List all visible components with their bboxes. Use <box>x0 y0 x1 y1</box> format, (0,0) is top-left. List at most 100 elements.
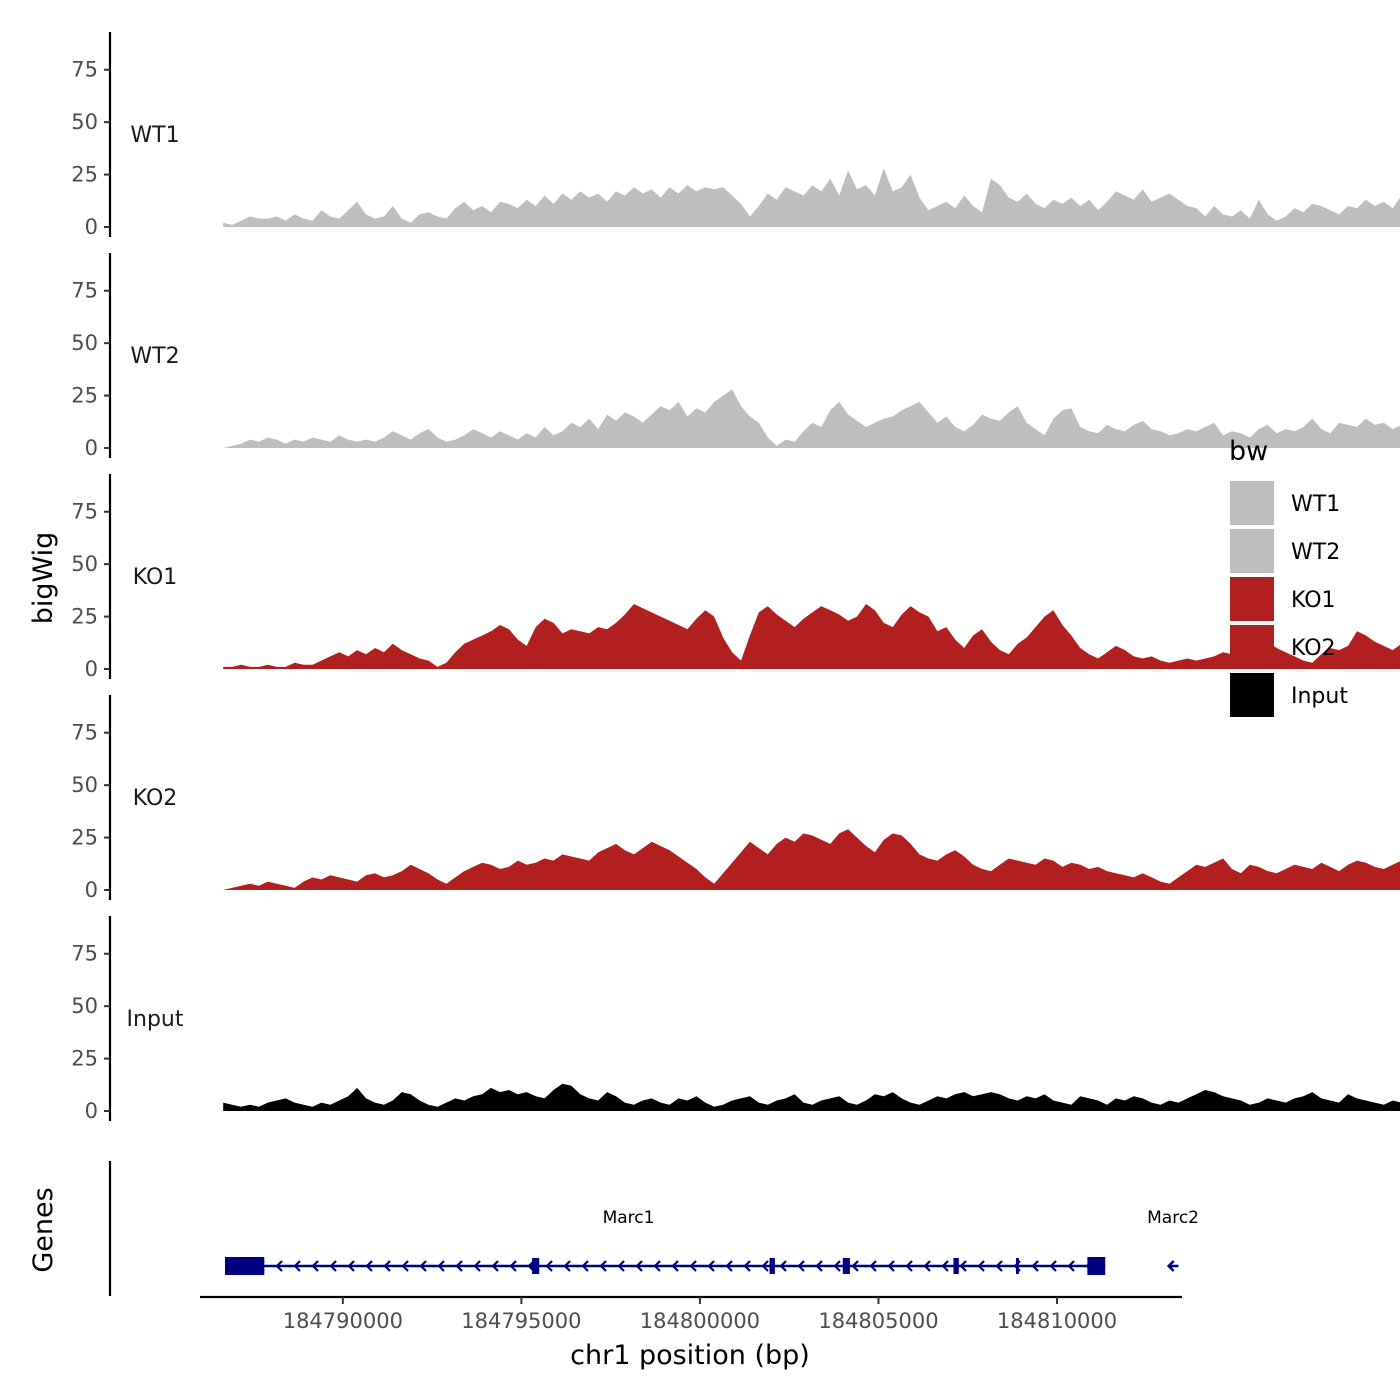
strand-arrow-icon <box>599 1260 607 1272</box>
y-tick-label: 0 <box>85 878 98 902</box>
y-tick-label: 75 <box>71 279 98 303</box>
strand-arrow-icon <box>563 1260 571 1272</box>
y-tick-label: 0 <box>85 657 98 681</box>
legend-swatch-wt1 <box>1230 481 1274 525</box>
strand-arrow-icon <box>941 1260 949 1272</box>
y-tick-label: 50 <box>71 110 98 134</box>
strand-arrow-icon <box>383 1260 391 1272</box>
legend-swatch-input <box>1230 673 1274 717</box>
y-tick-label: 50 <box>71 994 98 1018</box>
x-axis-title: chr1 position (bp) <box>570 1340 810 1371</box>
gene-exon <box>769 1258 775 1274</box>
y-tick-label: 25 <box>71 826 98 850</box>
strand-arrow-icon <box>977 1260 985 1272</box>
gene-exon <box>1087 1257 1106 1275</box>
legend-label-ko1: KO1 <box>1291 588 1336 613</box>
strand-arrow-icon <box>743 1260 751 1272</box>
y-tick-label: 25 <box>71 384 98 408</box>
gene-track: Marc1 Marc2 <box>108 1161 1199 1296</box>
signal-area <box>223 604 1400 669</box>
legend-label-input: Input <box>1291 684 1348 709</box>
y-tick-label: 25 <box>71 163 98 187</box>
legend: bw WT1 WT2 KO1 KO2 Input <box>1229 436 1348 717</box>
y-tick-label: 75 <box>71 58 98 82</box>
strand-arrow-icon <box>797 1260 805 1272</box>
strand-arrow-icon <box>1166 1260 1175 1272</box>
strand-arrow-icon <box>347 1260 355 1272</box>
legend-swatch-ko1 <box>1230 577 1274 621</box>
track-label: KO2 <box>133 786 178 811</box>
gene-exon <box>224 1257 265 1275</box>
strand-arrow-icon <box>815 1260 823 1272</box>
strand-arrow-icon <box>545 1260 553 1272</box>
legend-label-wt1: WT1 <box>1291 492 1340 517</box>
y-tick-label: 50 <box>71 331 98 355</box>
track-wt2: 0 25 50 75 WT2 <box>71 253 1400 460</box>
strand-arrow-icon <box>869 1260 877 1272</box>
legend-swatch-wt2 <box>1230 529 1274 573</box>
strand-arrow-icon <box>1031 1260 1039 1272</box>
gene-label: Marc2 <box>1147 1208 1199 1228</box>
strand-arrow-icon <box>491 1260 499 1272</box>
strand-arrow-icon <box>689 1260 697 1272</box>
strand-arrow-icon <box>419 1260 427 1272</box>
strand-arrow-icon <box>329 1260 337 1272</box>
track-wt1: 0 25 50 75 WT1 <box>71 32 1400 239</box>
track-input: 0 25 50 75 Input <box>71 916 1400 1123</box>
y-tick-label: 75 <box>71 721 98 745</box>
track-label: WT1 <box>130 123 179 148</box>
strand-arrow-icon <box>761 1260 769 1272</box>
track-ko1: 0 25 50 75 KO1 <box>71 474 1400 681</box>
strand-arrow-icon <box>833 1260 841 1272</box>
strand-arrow-icon <box>923 1260 931 1272</box>
track-label: Input <box>127 1007 184 1032</box>
strand-arrow-icon <box>653 1260 661 1272</box>
gene-exon <box>532 1258 540 1274</box>
strand-arrow-icon <box>995 1260 1003 1272</box>
strand-arrow-icon <box>293 1260 301 1272</box>
x-tick-label: 184795000 <box>461 1309 581 1333</box>
legend-swatch-ko2 <box>1230 625 1274 669</box>
y-tick-label: 0 <box>85 215 98 239</box>
y-tick-label: 50 <box>71 552 98 576</box>
legend-label-ko2: KO2 <box>1291 636 1336 661</box>
strand-arrow-icon <box>311 1260 319 1272</box>
gene-exon <box>1015 1258 1019 1274</box>
strand-arrow-icon <box>671 1260 679 1272</box>
strand-arrow-icon <box>365 1260 373 1272</box>
strand-arrow-icon <box>581 1260 589 1272</box>
y-tick-label: 0 <box>85 1099 98 1123</box>
strand-arrow-icon <box>275 1260 283 1272</box>
legend-label-wt2: WT2 <box>1291 540 1340 565</box>
strand-arrow-icon <box>401 1260 409 1272</box>
gene-exon <box>842 1258 850 1274</box>
y-tick-label: 75 <box>71 942 98 966</box>
x-tick-label: 184805000 <box>818 1309 938 1333</box>
track-ko2: 0 25 50 75 KO2 <box>71 695 1400 902</box>
gene-marc1: Marc1 <box>224 1208 1106 1275</box>
signal-area <box>223 168 1400 227</box>
x-tick-label: 184790000 <box>283 1309 403 1333</box>
y-axis-title: bigWig <box>28 532 59 625</box>
strand-arrow-icon <box>707 1260 715 1272</box>
genes-axis-title: Genes <box>28 1187 59 1272</box>
strand-arrow-icon <box>887 1260 895 1272</box>
gene-exon <box>953 1258 959 1274</box>
strand-arrow-icon <box>635 1260 643 1272</box>
strand-arrow-icon <box>437 1260 445 1272</box>
strand-arrow-icon <box>1067 1260 1075 1272</box>
strand-arrow-icon <box>617 1260 625 1272</box>
strand-arrow-icon <box>1049 1260 1057 1272</box>
y-tick-label: 0 <box>85 436 98 460</box>
signal-area <box>223 1083 1400 1111</box>
y-tick-label: 75 <box>71 500 98 524</box>
strand-arrow-icon <box>779 1260 787 1272</box>
gene-label: Marc1 <box>603 1208 655 1228</box>
bigwig-tracks: 0 25 50 75 WT1 0 25 50 75 WT2 0 25 50 75 KO1 0 25 50 75 KO2… <box>71 32 1400 1123</box>
strand-arrow-icon <box>959 1260 967 1272</box>
x-tick-label: 184810000 <box>997 1309 1117 1333</box>
strand-arrow-icon <box>509 1260 517 1272</box>
strand-arrow-icon <box>851 1260 859 1272</box>
x-axis: 184790000 184795000 184800000 184805000 1848… <box>200 1295 1182 1333</box>
